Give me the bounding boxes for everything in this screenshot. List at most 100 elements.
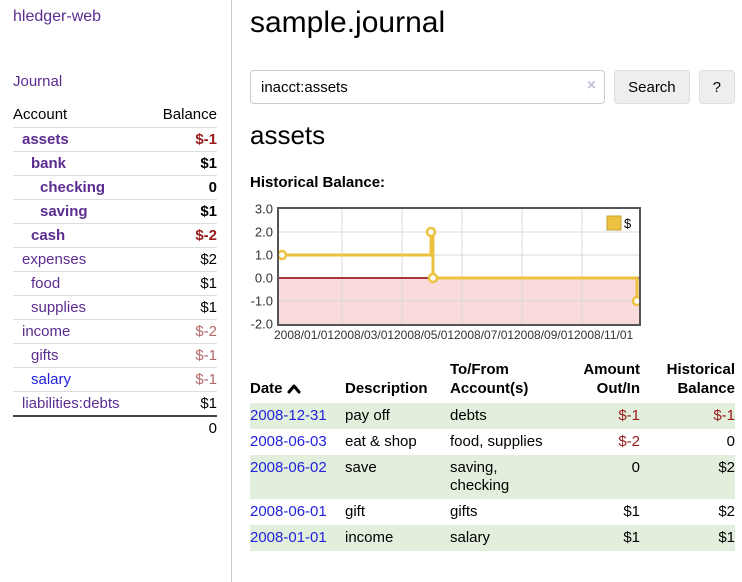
accounts-total-row: 0 [13, 415, 217, 440]
accounts-header-row: Account Balance [13, 103, 217, 128]
clear-search-icon[interactable]: × [586, 77, 597, 94]
transaction-accounts: food, supplies [450, 433, 543, 450]
sort-ascending-icon [283, 380, 301, 397]
legend-swatch [606, 215, 622, 231]
account-link-gifts[interactable]: gifts [31, 347, 59, 364]
transaction-date-link[interactable]: 2008-06-01 [250, 503, 327, 520]
transaction-amount: $1 [570, 525, 640, 551]
legend-label: $ [624, 216, 632, 231]
account-link-cash[interactable]: cash [31, 227, 66, 244]
account-link-income[interactable]: income [22, 323, 71, 340]
transaction-balance: $2 [640, 455, 735, 499]
account-row-gifts: gifts $-1 [13, 343, 217, 368]
account-balance: $2 [148, 247, 217, 272]
account-row-salary: salary $-1 [13, 367, 217, 392]
transaction-description: gift [345, 503, 366, 520]
transaction-balance: $-1 [640, 403, 735, 429]
x-tick-label: 2008/05/01 [394, 328, 455, 342]
search-input[interactable] [250, 70, 606, 104]
transaction-description: save [345, 455, 450, 499]
account-row-bank: bank $1 [13, 151, 217, 176]
search-box: × [250, 70, 606, 104]
accounts-balance-table: Account Balance assets $-1 bank $1 check… [13, 103, 217, 440]
account-balance: $1 [148, 391, 217, 416]
accounts-header-account: Account [13, 106, 68, 123]
account-link-salary[interactable]: salary [31, 371, 72, 388]
account-link-assets[interactable]: assets [22, 131, 69, 148]
transaction-balance: $1 [640, 525, 735, 551]
account-balance: $1 [148, 295, 217, 320]
account-link-food[interactable]: food [31, 275, 61, 292]
account-balance: $-1 [148, 343, 217, 368]
search-form: × Search ? [250, 70, 735, 104]
transaction-accounts: salary [450, 525, 570, 551]
transaction-accounts: saving, checking [450, 455, 570, 499]
page-title: sample.journal [250, 6, 446, 39]
transaction-description: pay off [345, 403, 450, 429]
account-row-food: food $1 [13, 271, 217, 296]
account-balance: $-2 [148, 223, 217, 248]
transaction-date-link[interactable]: 2008-01-01 [250, 529, 327, 546]
x-tick-label: 2008/03/01 [334, 328, 395, 342]
accounts-header-balance: Balance [162, 106, 217, 123]
account-link-expenses[interactable]: expenses [22, 251, 87, 268]
data-point-markers [279, 226, 639, 307]
search-button[interactable]: Search [614, 70, 690, 104]
account-balance: $1 [148, 151, 217, 176]
sidebar-item-journal[interactable]: Journal [13, 73, 63, 90]
transaction-balance: 0 [726, 433, 735, 450]
search-help-button[interactable]: ? [698, 70, 735, 104]
app-brand-link[interactable]: hledger-web [13, 8, 102, 25]
transaction-amount: $-2 [618, 433, 640, 450]
sidebar: hledger-web Journal Account Balance asse… [0, 0, 232, 582]
transaction-amount: $-1 [570, 403, 640, 429]
register-header-date[interactable]: Date [250, 358, 345, 403]
account-link-liabilities-debts[interactable]: liabilities:debts [22, 395, 120, 412]
register-header-row: Date Description To/From Account(s) Amou… [250, 358, 735, 403]
account-row-liabilities-debts: liabilities:debts $1 [13, 391, 217, 416]
chart-legend: $ [606, 215, 632, 231]
account-link-checking[interactable]: checking [40, 179, 106, 196]
register-header-amount: Amount Out/In [583, 361, 640, 397]
y-tick-label: -2.0 [250, 316, 273, 332]
transaction-date-link[interactable]: 2008-12-31 [250, 407, 327, 424]
account-link-bank[interactable]: bank [31, 155, 67, 172]
y-tick-label: 3.0 [254, 201, 273, 217]
account-row-cash: cash $-2 [13, 223, 217, 248]
y-tick-label: -1.0 [250, 293, 273, 309]
y-tick-label: 1.0 [254, 247, 273, 263]
historical-balance-chart: 3.0 2.0 1.0 0.0 -1.0 -2.0 [245, 202, 647, 342]
account-link-supplies[interactable]: supplies [31, 299, 87, 316]
account-row-saving: saving $1 [13, 199, 217, 224]
transaction-amount: 0 [570, 455, 640, 499]
transaction-amount: $1 [623, 503, 640, 520]
account-row-supplies: supplies $1 [13, 295, 217, 320]
transaction-date-link[interactable]: 2008-06-03 [250, 433, 327, 450]
account-balance: $-2 [148, 319, 217, 344]
register-header-accounts: To/From Account(s) [450, 361, 529, 397]
account-row-expenses: expenses $2 [13, 247, 217, 272]
x-tick-label: 2008/07/01 [454, 328, 515, 342]
account-balance: $1 [148, 199, 217, 224]
x-tick-label: 2008/01/01 [274, 328, 335, 342]
account-row-assets: assets $-1 [13, 127, 217, 152]
transaction-description: eat & shop [345, 433, 417, 450]
register-header-balance: Historical Balance [666, 361, 735, 397]
register-header-description: Description [345, 380, 428, 397]
chart-canvas: $ [279, 209, 639, 324]
transaction-description: income [345, 525, 450, 551]
transaction-accounts: debts [450, 403, 570, 429]
account-heading: assets [250, 120, 326, 150]
account-balance: $-1 [148, 367, 217, 392]
register-row: 2008-01-01 income salary $1 $1 [250, 525, 735, 551]
register-row: 2008-06-02 save saving, checking 0 $2 [250, 455, 735, 499]
y-tick-label: 2.0 [254, 224, 273, 240]
main-content: sample.journal × Search ? assets Histori… [250, 0, 735, 582]
accounts-total-value: 0 [148, 415, 217, 440]
account-row-income: income $-2 [13, 319, 217, 344]
account-balance: $1 [148, 271, 217, 296]
account-link-saving[interactable]: saving [40, 203, 88, 220]
register-row: 2008-12-31 pay off debts $-1 $-1 [250, 403, 735, 429]
chart-plot-area: $ [277, 207, 641, 326]
transaction-date-link[interactable]: 2008-06-02 [250, 459, 327, 476]
